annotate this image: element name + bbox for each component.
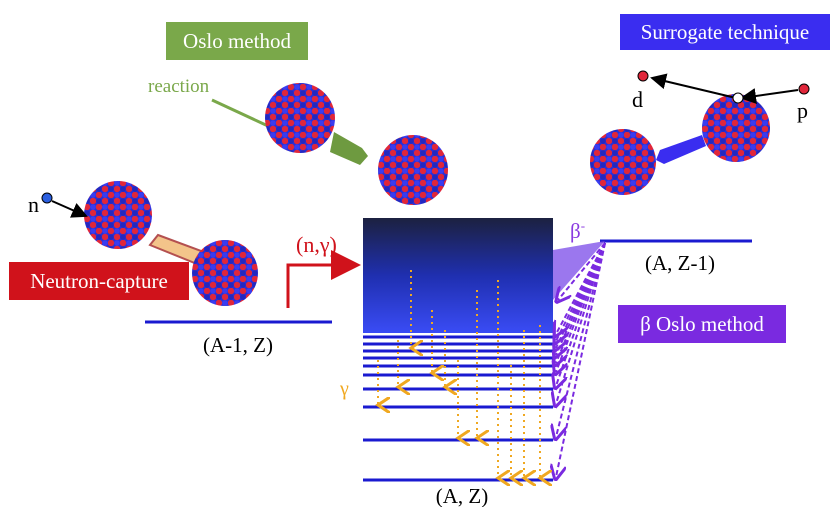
beta-oslo-box	[618, 305, 786, 343]
p-arrow	[740, 88, 799, 104]
vertex	[732, 92, 744, 104]
oslo-method: Oslo method	[183, 29, 291, 53]
beta-feed	[553, 241, 605, 300]
d-arrow	[650, 73, 737, 99]
beta-decay	[556, 242, 606, 437]
beta-charge: -	[581, 218, 585, 233]
beta-decay	[556, 242, 606, 404]
gamma-arrows	[378, 270, 540, 478]
nucleus	[378, 135, 448, 205]
oslo-box	[166, 22, 308, 60]
beta-arrows	[556, 242, 606, 477]
a-z-minus-1: (A, Z-1)	[645, 251, 715, 275]
beta-decay	[556, 242, 606, 372]
nucleus	[702, 94, 770, 162]
beta-decay	[556, 242, 606, 363]
nucleus	[265, 83, 335, 153]
surrogate-box	[620, 14, 830, 50]
a-z: (A, Z)	[436, 484, 488, 507]
beta: β	[570, 219, 581, 243]
beta-oslo-method: β Oslo method	[640, 312, 764, 336]
a-minus-1-z: (A-1, Z)	[203, 333, 273, 357]
neutron-capture: Neutron-capture	[30, 269, 168, 293]
p-label: p	[797, 98, 808, 123]
capture-arrow	[286, 250, 361, 308]
n-arrow	[51, 200, 88, 218]
nucleus	[590, 129, 656, 195]
gamma-label: γ	[339, 378, 349, 400]
beta-decay	[558, 242, 606, 300]
reaction-arrow	[211, 98, 269, 128]
nuclei	[84, 83, 770, 306]
d-label: d	[632, 87, 643, 112]
deuteron	[637, 70, 649, 82]
n-label: n	[28, 192, 39, 217]
surrogate-technique: Surrogate technique	[641, 20, 810, 44]
neutron-capture-box	[9, 262, 189, 300]
proton	[798, 83, 810, 95]
reaction-label: reaction	[148, 76, 210, 97]
nucleus	[84, 181, 152, 249]
beta-label: β-	[570, 218, 585, 243]
blue-arrow	[656, 135, 706, 164]
green-arrow	[330, 132, 368, 165]
nucleus	[192, 240, 258, 306]
neutron	[41, 192, 53, 204]
continuum	[363, 218, 553, 333]
n-gamma: (n,γ)	[296, 232, 337, 257]
